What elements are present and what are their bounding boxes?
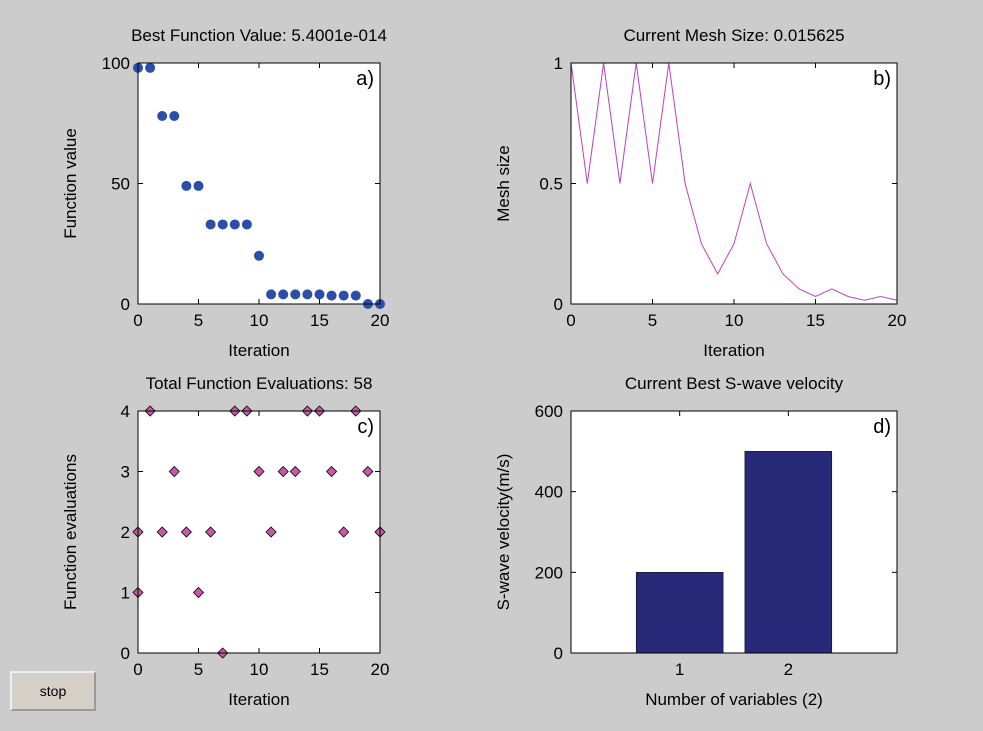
- x-tick-label: 0: [133, 660, 142, 679]
- x-tick-label: 20: [371, 311, 390, 330]
- data-point: [314, 289, 325, 300]
- data-point: [229, 219, 240, 230]
- data-point: [169, 111, 180, 122]
- subplot-title: Current Mesh Size: 0.015625: [623, 26, 844, 45]
- y-tick-label: 0: [554, 644, 563, 663]
- x-tick-label: 0: [566, 311, 575, 330]
- x-axis-label: Iteration: [228, 341, 289, 360]
- axes-frame: [137, 410, 381, 654]
- x-tick-label: 20: [371, 660, 390, 679]
- x-tick-label: 5: [648, 311, 657, 330]
- subplot-title: Total Function Evaluations: 58: [146, 374, 373, 393]
- x-tick-label: 15: [806, 311, 825, 330]
- y-tick-label: 600: [535, 402, 563, 421]
- x-tick-label: 0: [133, 311, 142, 330]
- data-point: [338, 290, 349, 301]
- y-tick-label: 1: [121, 584, 130, 603]
- x-tick-label: 10: [250, 660, 269, 679]
- data-point: [156, 526, 168, 538]
- y-axis-label: Mesh size: [494, 145, 513, 222]
- data-point: [180, 526, 192, 538]
- data-point: [277, 465, 289, 478]
- data-point: [338, 526, 350, 538]
- x-axis-label: Iteration: [228, 690, 289, 709]
- bar: [744, 451, 833, 654]
- x-tick-label: 5: [194, 311, 203, 330]
- data-point: [253, 465, 265, 478]
- data-point: [326, 290, 337, 301]
- y-tick-label: 2: [121, 523, 130, 542]
- stop-button[interactable]: stop: [10, 671, 96, 711]
- panel-label: b): [873, 68, 891, 90]
- x-tick-label: 15: [310, 660, 329, 679]
- y-tick-label: 0: [121, 644, 130, 663]
- bar: [635, 572, 724, 654]
- data-point: [205, 526, 217, 538]
- y-tick-label: 0: [554, 295, 563, 314]
- data-point: [168, 465, 180, 478]
- data-point: [217, 219, 228, 230]
- x-tick-label: 20: [888, 311, 907, 330]
- axes-background: [571, 411, 897, 653]
- data-point: [302, 289, 313, 300]
- x-axis-label: Iteration: [703, 341, 764, 360]
- y-tick-label: 3: [121, 463, 130, 482]
- panel-label: a): [356, 68, 374, 90]
- y-tick-label: 200: [535, 563, 563, 582]
- data-point: [157, 111, 168, 122]
- data-point: [145, 62, 156, 73]
- data-point: [241, 219, 252, 230]
- y-tick-label: 50: [111, 175, 130, 194]
- y-tick-label: 100: [102, 54, 130, 73]
- panel-label: d): [873, 416, 891, 438]
- x-tick-label: 2: [784, 660, 793, 679]
- panel-label: c): [357, 416, 374, 438]
- x-axis-label: Number of variables (2): [645, 690, 823, 709]
- y-axis-label: Function evaluations: [61, 454, 80, 610]
- data-point: [362, 465, 374, 478]
- y-axis-label: Function value: [61, 128, 80, 239]
- data-point: [289, 465, 301, 478]
- x-tick-label: 15: [310, 311, 329, 330]
- data-line: [570, 62, 898, 301]
- data-point: [193, 180, 204, 191]
- y-tick-label: 1: [554, 54, 563, 73]
- axes-frame: [570, 62, 898, 305]
- data-point: [278, 289, 289, 300]
- data-point: [254, 250, 264, 261]
- x-tick-label: 10: [250, 311, 269, 330]
- axes-background: [571, 63, 897, 304]
- data-point: [265, 526, 277, 538]
- data-point: [181, 180, 192, 191]
- y-tick-label: 400: [535, 483, 563, 502]
- data-point: [326, 465, 338, 478]
- data-point: [266, 289, 277, 300]
- subplot-title: Best Function Value: 5.4001e-014: [131, 26, 387, 45]
- data-point: [205, 219, 216, 230]
- axes-frame: [137, 62, 381, 305]
- x-tick-label: 10: [725, 311, 744, 330]
- data-point: [192, 586, 205, 599]
- y-tick-label: 0: [121, 295, 130, 314]
- data-point: [290, 289, 301, 300]
- y-axis-label: S-wave velocity(m/s): [494, 454, 513, 611]
- y-tick-label: 4: [121, 402, 130, 421]
- x-tick-label: 5: [194, 660, 203, 679]
- y-tick-label: 0.5: [539, 175, 563, 194]
- axes-frame: [570, 410, 898, 654]
- data-point: [350, 290, 361, 301]
- axes-background: [138, 63, 380, 304]
- subplot-title: Current Best S-wave velocity: [625, 374, 844, 393]
- x-tick-label: 1: [675, 660, 684, 679]
